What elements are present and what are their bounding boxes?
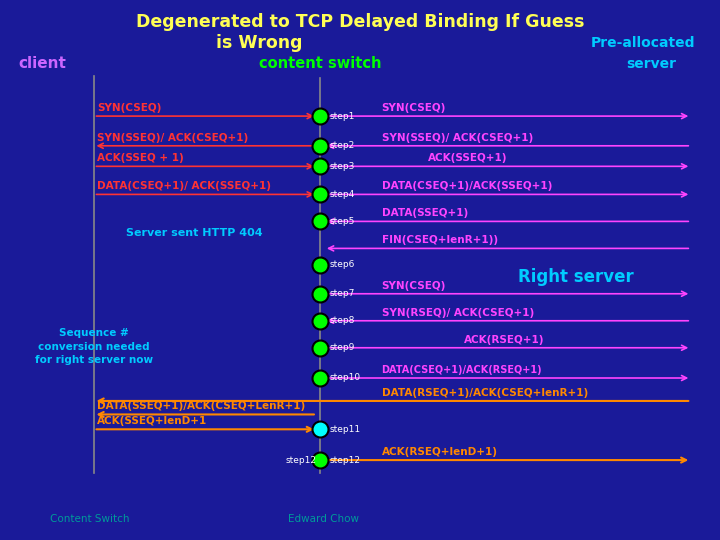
Text: DATA(SSEQ+1)/ACK(CSEQ+LenR+1): DATA(SSEQ+1)/ACK(CSEQ+LenR+1): [97, 401, 305, 411]
Text: step6: step6: [329, 260, 354, 269]
Text: server: server: [626, 57, 676, 71]
Text: ACK(RSEQ+lenD+1): ACK(RSEQ+lenD+1): [382, 447, 498, 457]
Text: FIN(CSEQ+lenR+1)): FIN(CSEQ+lenR+1)): [382, 235, 498, 245]
Text: DATA(CSEQ+1)/ACK(RSEQ+1): DATA(CSEQ+1)/ACK(RSEQ+1): [382, 364, 542, 375]
Text: step4: step4: [329, 190, 354, 199]
Text: Edward Chow: Edward Chow: [288, 515, 359, 524]
Text: DATA(CSEQ+1)/ ACK(SSEQ+1): DATA(CSEQ+1)/ ACK(SSEQ+1): [97, 181, 271, 191]
Text: Sequence #
conversion needed
for right server now: Sequence # conversion needed for right s…: [35, 328, 153, 365]
Text: Content Switch: Content Switch: [50, 515, 130, 524]
Text: SYN(CSEQ): SYN(CSEQ): [382, 103, 446, 113]
Text: step12: step12: [329, 456, 360, 464]
Text: step9: step9: [329, 343, 354, 352]
Text: step8: step8: [329, 316, 354, 325]
Text: Pre-allocated: Pre-allocated: [590, 36, 695, 50]
Text: content switch: content switch: [259, 56, 382, 71]
Text: DATA(RSEQ+1)/ACK(CSEQ+lenR+1): DATA(RSEQ+1)/ACK(CSEQ+lenR+1): [382, 388, 588, 397]
Text: ACK(SSEQ+lenD+1: ACK(SSEQ+lenD+1: [97, 416, 207, 426]
Text: step11: step11: [329, 425, 360, 434]
Text: step10: step10: [329, 374, 360, 382]
Text: ACK(RSEQ+1): ACK(RSEQ+1): [464, 334, 545, 345]
Text: SYN(RSEQ)/ ACK(CSEQ+1): SYN(RSEQ)/ ACK(CSEQ+1): [382, 307, 534, 318]
Text: Server sent HTTP 404: Server sent HTTP 404: [126, 228, 263, 238]
Text: step12: step12: [286, 456, 317, 464]
Text: DATA(CSEQ+1)/ACK(SSEQ+1): DATA(CSEQ+1)/ACK(SSEQ+1): [382, 181, 552, 191]
Text: step1: step1: [329, 112, 354, 120]
Text: DATA(SSEQ+1): DATA(SSEQ+1): [382, 208, 468, 218]
Text: ACK(SSEQ + 1): ACK(SSEQ + 1): [97, 153, 184, 163]
Text: step5: step5: [329, 217, 354, 226]
Text: Degenerated to TCP Delayed Binding If Guess: Degenerated to TCP Delayed Binding If Gu…: [136, 12, 584, 31]
Text: SYN(SSEQ)/ ACK(CSEQ+1): SYN(SSEQ)/ ACK(CSEQ+1): [382, 132, 533, 143]
Text: is Wrong: is Wrong: [216, 34, 302, 52]
Text: client: client: [18, 56, 66, 71]
Text: ACK(SSEQ+1): ACK(SSEQ+1): [428, 153, 508, 163]
Text: step7: step7: [329, 289, 354, 298]
Text: Right server: Right server: [518, 268, 634, 286]
Text: SYN(CSEQ): SYN(CSEQ): [97, 103, 161, 113]
Text: SYN(CSEQ): SYN(CSEQ): [382, 280, 446, 291]
Text: step3: step3: [329, 162, 354, 171]
Text: step2: step2: [329, 141, 354, 150]
Text: SYN(SSEQ)/ ACK(CSEQ+1): SYN(SSEQ)/ ACK(CSEQ+1): [97, 132, 248, 143]
